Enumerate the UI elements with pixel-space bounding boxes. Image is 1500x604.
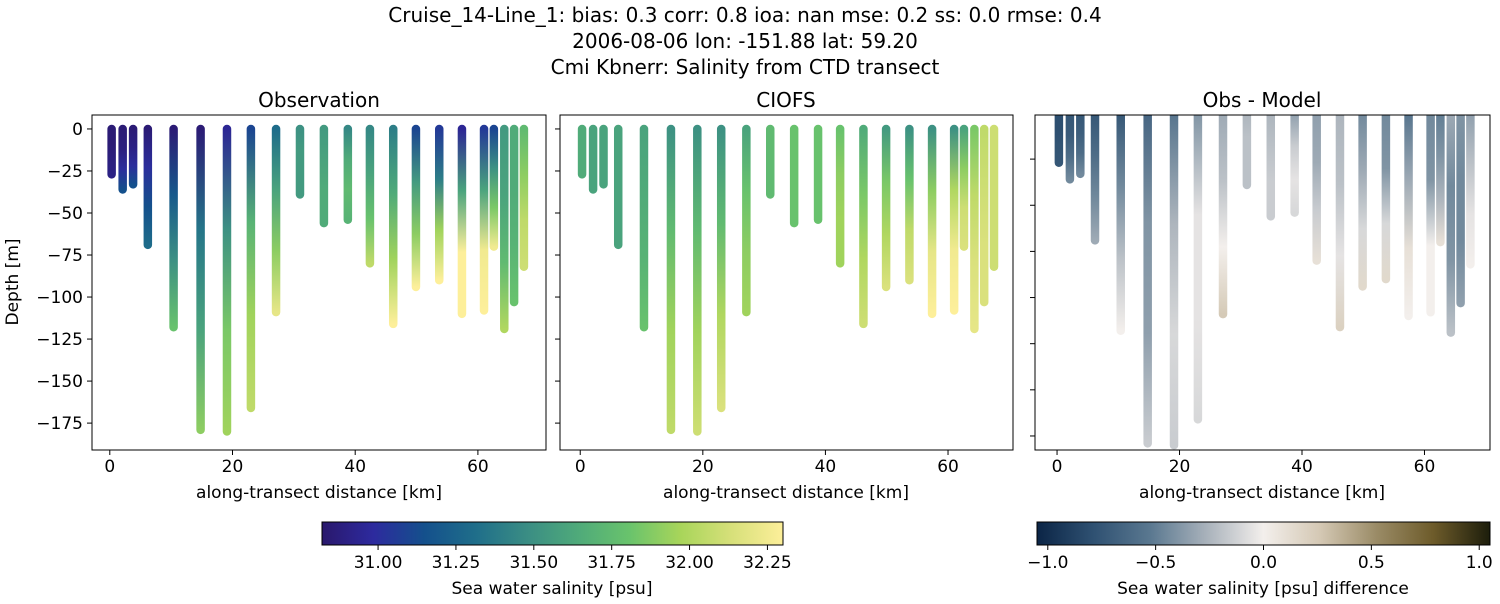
panel-ciofs: CIOFS along-transect distance [km] 0 20 40… xyxy=(555,88,1014,503)
y-tick-label: 0 xyxy=(72,120,83,140)
x-axis-label-observation: along-transect distance [km] xyxy=(196,483,442,503)
x-tick-label: 20 xyxy=(1169,457,1191,477)
x-axis-label-ciofs: along-transect distance [km] xyxy=(663,483,909,503)
x-tick-label: 40 xyxy=(815,457,837,477)
colorbar-tick-label: 1.0 xyxy=(1466,553,1493,573)
colorbar-tick-label: −1.0 xyxy=(1027,553,1068,573)
profiles xyxy=(577,124,999,436)
colorbar-difference: Sea water salinity [psu] difference −1.0… xyxy=(1027,521,1493,599)
x-axis-label-diff: along-transect distance [km] xyxy=(1139,483,1385,503)
figure-title-line-3: Cmi Kbnerr: Salinity from CTD transect xyxy=(551,55,940,79)
x-tick-label: 0 xyxy=(104,457,115,477)
panel-obs-minus-model: Obs - Model along-transect distance [km]… xyxy=(1030,88,1491,503)
axes-frame xyxy=(559,114,1014,451)
colorbar-salinity-label: Sea water salinity [psu] xyxy=(452,579,653,599)
panel-title-observation: Observation xyxy=(258,88,380,112)
y-tick-label: −175 xyxy=(36,414,83,434)
y-tick-label: −25 xyxy=(47,162,83,182)
figure-title-line-1: Cruise_14-Line_1: bias: 0.3 corr: 0.8 io… xyxy=(388,3,1101,27)
x-tick-label: 40 xyxy=(344,457,366,477)
y-tick-label: −50 xyxy=(47,204,83,224)
colorbar-gradient xyxy=(321,521,784,546)
colorbar-difference-label: Sea water salinity [psu] difference xyxy=(1117,579,1409,599)
panel-observation: Observation Depth [m] along-transect dis… xyxy=(3,88,547,503)
panel-title-obs-minus-model: Obs - Model xyxy=(1203,88,1322,112)
y-tick-label: −150 xyxy=(36,372,83,392)
colorbar-salinity: Sea water salinity [psu] 31.00 31.25 31.50… xyxy=(321,521,792,599)
x-tick-label: 0 xyxy=(1052,457,1063,477)
x-tick-label: 40 xyxy=(1291,457,1313,477)
panel-title-ciofs: CIOFS xyxy=(756,88,815,112)
colorbar-tick-label: 31.25 xyxy=(432,553,481,573)
colorbar-tick-label: 31.50 xyxy=(509,553,558,573)
colorbar-gradient xyxy=(1036,521,1491,546)
y-tick-label: −75 xyxy=(47,246,83,266)
profiles xyxy=(1054,115,1475,450)
y-tick-label: −125 xyxy=(36,330,83,350)
colorbar-tick-label: −0.5 xyxy=(1135,553,1176,573)
figure-title-line-2: 2006-08-06 lon: -151.88 lat: 59.20 xyxy=(572,29,918,53)
y-tick-label: −100 xyxy=(36,288,83,308)
colorbar-tick-label: 31.75 xyxy=(587,553,636,573)
colorbar-tick-label: 0.0 xyxy=(1250,553,1277,573)
colorbar-tick-label: 32.25 xyxy=(743,553,792,573)
colorbar-tick-label: 0.5 xyxy=(1358,553,1385,573)
x-tick-label: 0 xyxy=(575,457,586,477)
x-tick-label: 60 xyxy=(937,457,959,477)
axes-frame xyxy=(1034,114,1491,451)
profiles xyxy=(107,124,529,436)
x-tick-label: 60 xyxy=(467,457,489,477)
x-tick-label: 20 xyxy=(222,457,244,477)
y-axis-label: Depth [m] xyxy=(3,238,23,325)
colorbar-tick-label: 32.00 xyxy=(665,553,714,573)
x-tick-label: 60 xyxy=(1414,457,1436,477)
x-tick-label: 20 xyxy=(692,457,714,477)
colorbar-tick-label: 31.00 xyxy=(354,553,403,573)
axes-frame xyxy=(91,114,547,451)
